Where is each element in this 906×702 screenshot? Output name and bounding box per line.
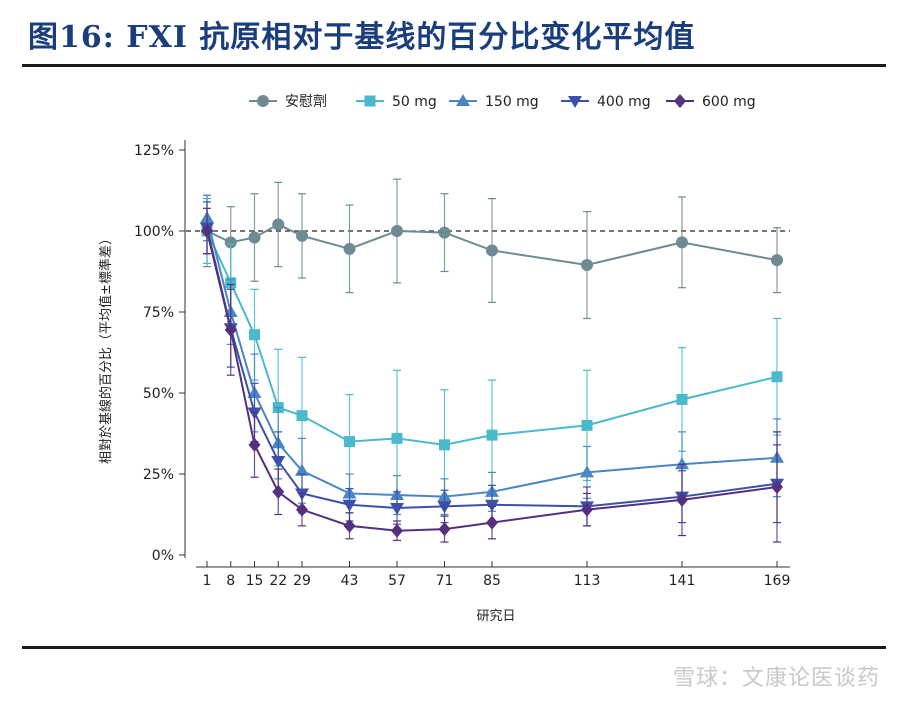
legend-label: 150 mg — [485, 94, 539, 110]
series-line — [206, 217, 778, 498]
legend-marker — [257, 95, 269, 107]
y-tick-label: 75% — [143, 305, 174, 321]
data-point — [248, 437, 261, 452]
y-tick-label: 125% — [134, 143, 174, 159]
data-point — [344, 436, 355, 448]
data-point — [580, 465, 594, 478]
data-point — [676, 492, 688, 507]
series-line — [206, 230, 778, 532]
series-layer — [200, 178, 784, 543]
data-point — [439, 439, 450, 451]
data-point — [272, 484, 285, 499]
data-point — [390, 503, 404, 516]
data-point — [771, 479, 783, 494]
data-point — [581, 502, 593, 517]
x-axis-label: 研究日 — [476, 609, 515, 624]
data-point — [296, 502, 308, 517]
series-0 — [201, 178, 783, 320]
data-point — [342, 499, 357, 512]
y-tick-label: 0% — [152, 548, 174, 564]
x-tick-label: 113 — [574, 573, 601, 589]
top-rule — [22, 64, 886, 67]
x-tick-label: 57 — [388, 573, 406, 589]
data-point — [391, 225, 403, 237]
data-point — [224, 236, 237, 249]
bottom-rule — [22, 646, 886, 649]
data-point — [437, 501, 452, 514]
x-tick-label: 8 — [226, 573, 235, 589]
data-point — [581, 419, 593, 431]
data-point — [343, 518, 356, 533]
chart-axes — [184, 140, 790, 568]
x-tick-label: 43 — [341, 573, 359, 589]
data-point — [391, 432, 403, 444]
x-tick-label: 169 — [764, 573, 791, 589]
x-tick-label: 71 — [436, 573, 454, 589]
y-axis-label: 相對於基線的百分比（平均值±標準差） — [98, 232, 114, 464]
data-point — [295, 463, 309, 476]
data-point — [486, 244, 498, 257]
watermark: 雪球：文康论医谈药 — [672, 666, 880, 691]
data-point — [676, 393, 688, 405]
y-tick-label: 100% — [134, 224, 174, 240]
legend-label: 50 mg — [392, 94, 437, 110]
data-point — [271, 456, 286, 469]
legend-label: 600 mg — [702, 94, 756, 110]
legend-label: 400 mg — [597, 94, 651, 110]
x-tick-label: 85 — [483, 573, 501, 589]
data-point — [391, 523, 403, 538]
data-point — [675, 457, 689, 470]
x-tick-label: 1 — [203, 573, 212, 589]
legend-marker — [674, 94, 686, 108]
data-point — [486, 515, 498, 530]
data-point — [224, 322, 237, 337]
data-point — [296, 410, 308, 422]
chart-legend: 安慰劑 50 mg 150 mg 400 mg 600 mg — [249, 93, 756, 110]
data-point — [438, 226, 451, 239]
data-point — [201, 224, 213, 238]
x-tick-labels: 1 8 15 22 29 43 57 71 85 113 141 169 — [203, 561, 791, 589]
data-point — [249, 329, 260, 341]
data-point — [486, 429, 498, 441]
data-point — [343, 242, 356, 255]
data-point — [676, 236, 688, 249]
data-point — [485, 499, 499, 512]
y-tick-label: 50% — [143, 386, 174, 402]
data-point — [771, 254, 783, 267]
x-tick-label: 15 — [246, 573, 264, 589]
series-4 — [201, 207, 783, 543]
data-point — [272, 218, 285, 231]
y-tick-labels: 0% 25% 50% 75% 100% 125% — [134, 143, 185, 564]
data-point — [438, 522, 451, 537]
data-point — [248, 231, 261, 244]
legend-label: 安慰劑 — [285, 93, 327, 110]
x-tick-label: 29 — [293, 573, 311, 589]
series-line — [206, 227, 778, 510]
y-tick-label: 25% — [143, 467, 174, 483]
data-point — [771, 371, 783, 383]
x-tick-label: 141 — [669, 573, 696, 589]
legend-marker — [364, 95, 376, 107]
x-tick-label: 22 — [269, 573, 287, 589]
data-point — [296, 229, 308, 242]
data-point — [581, 259, 593, 272]
legend-marker — [456, 94, 470, 106]
figure-title: 图16: FXI 抗原相对于基线的百分比变化平均值 — [28, 20, 696, 55]
legend-marker — [568, 96, 582, 108]
series-line — [206, 230, 778, 446]
